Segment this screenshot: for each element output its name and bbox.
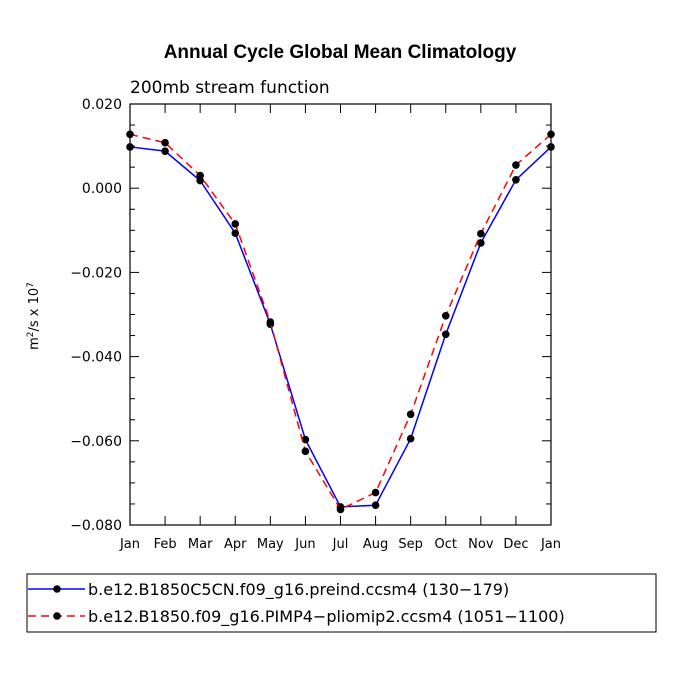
data-point [231, 229, 240, 238]
legend-item: b.e12.B1850.f09_g16.PIMP4−pliomip2.ccsm4… [28, 607, 565, 627]
chart-title: Annual Cycle Global Mean Climatology [164, 42, 517, 63]
x-tick-label: Sep [398, 537, 423, 552]
data-point [336, 505, 345, 514]
data-point [477, 239, 485, 247]
data-point [301, 447, 310, 456]
y-tick-label: 0.000 [82, 181, 122, 197]
data-point [196, 171, 204, 180]
plot-frame [129, 103, 552, 526]
y-tick-labels: −0.080 −0.060 −0.040 −0.020 0.000 0.020 [70, 97, 122, 534]
y-tick-label: −0.040 [70, 350, 122, 366]
data-point [266, 318, 275, 326]
y-tick-label: 0.020 [82, 97, 122, 113]
legend-swatch-marker [53, 612, 61, 620]
legend-items: b.e12.B1850C5CN.f09_g16.preind.ccsm4 (13… [28, 580, 565, 627]
x-tick-label: Jan [540, 537, 561, 552]
x-tick-label: Jun [294, 537, 315, 552]
x-tick-label: Mar [188, 537, 213, 552]
data-point [477, 229, 485, 238]
series-line [129, 133, 552, 511]
x-tick-label: Dec [503, 537, 528, 552]
x-tick-label: May [257, 537, 284, 552]
plot-series [126, 130, 555, 514]
series-1 [126, 143, 555, 511]
legend: b.e12.B1850C5CN.f09_g16.preind.ccsm4 (13… [26, 573, 657, 633]
data-point [161, 147, 169, 155]
data-point [231, 220, 240, 228]
data-point [512, 175, 520, 184]
x-tick-label: Nov [468, 537, 494, 552]
x-tick-labels: Jan Feb Mar Apr May Jun Jul Aug Sep Oct Nov Dec Jan [119, 537, 561, 552]
legend-swatch-marker [53, 585, 61, 593]
legend-item: b.e12.B1850C5CN.f09_g16.preind.ccsm4 (13… [28, 580, 509, 600]
axis-ticks [129, 103, 552, 526]
x-tick-label: Jan [119, 537, 140, 552]
x-tick-label: Apr [224, 537, 247, 552]
data-point [161, 138, 169, 147]
data-point [406, 434, 415, 443]
x-tick-label: Oct [435, 537, 457, 552]
data-point [441, 311, 450, 320]
y-axis-label: m2/s x 107 [26, 282, 42, 350]
data-point [512, 161, 520, 169]
legend-label: b.e12.B1850.f09_g16.PIMP4−pliomip2.ccsm4… [88, 607, 565, 627]
x-tick-label: Aug [363, 537, 388, 552]
data-point [301, 435, 310, 444]
y-axis-label-mid: /s x 10 [27, 288, 42, 332]
data-point [441, 330, 450, 339]
series-line [129, 146, 552, 508]
y-tick-label: −0.020 [70, 265, 122, 281]
series-2 [126, 130, 555, 514]
data-point [406, 410, 415, 419]
y-tick-label: −0.060 [70, 434, 122, 450]
chart-subtitle: 200mb stream function [130, 78, 330, 98]
x-tick-label: Feb [154, 537, 177, 552]
y-axis-label-sup2: 7 [26, 282, 36, 288]
legend-label: b.e12.B1850C5CN.f09_g16.preind.ccsm4 (13… [88, 580, 509, 600]
y-tick-label: −0.080 [70, 518, 122, 534]
data-point [371, 501, 380, 510]
x-tick-label: Jul [332, 537, 349, 552]
y-axis-label-sup1: 2 [26, 331, 36, 337]
y-axis-label-base: m [27, 337, 42, 350]
data-point [371, 488, 380, 497]
legend-box [26, 573, 657, 633]
